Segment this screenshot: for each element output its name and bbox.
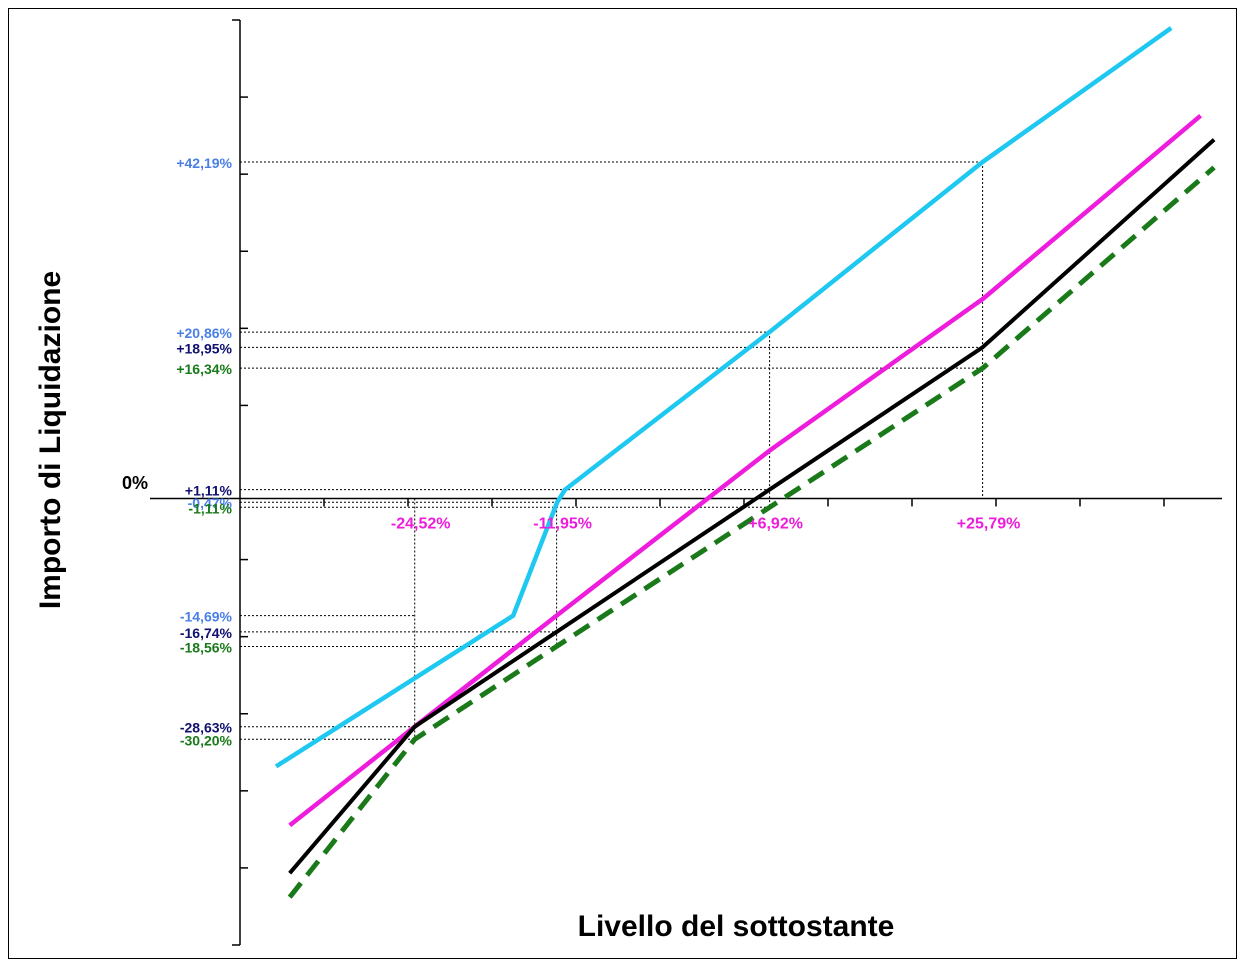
y-annotation-label: +18,95% bbox=[176, 340, 232, 356]
x-annotation-label: +25,79% bbox=[957, 515, 1021, 532]
series-line-2 bbox=[288, 113, 1203, 828]
y-annotation-label: +16,34% bbox=[176, 361, 232, 377]
chart-frame bbox=[8, 8, 1237, 959]
x-annotation-label: -24,52% bbox=[391, 515, 451, 532]
annotation-labels: +42,19% +20,86%+18,95% +16,34% +1,11%-0,47%… bbox=[176, 155, 1020, 748]
y-annotation-label: -1,11% bbox=[188, 500, 232, 516]
axes bbox=[150, 19, 1222, 946]
series-line-3 bbox=[288, 138, 1216, 875]
y-annotation-label: +1,11% bbox=[185, 483, 233, 499]
x-axis-title: Livello del sottostante bbox=[578, 910, 895, 943]
series-line-4 bbox=[287, 165, 1216, 899]
series-line-1 bbox=[274, 26, 1173, 769]
y-axis-title: Importo di Liquidazione bbox=[34, 271, 67, 609]
y-annotation-label: +42,19% bbox=[176, 155, 232, 171]
x-annotation-label: +6,92% bbox=[748, 515, 803, 532]
zero-label: 0% bbox=[122, 473, 148, 493]
y-annotation-label: -0,47% bbox=[188, 495, 233, 511]
series-layer bbox=[274, 26, 1216, 899]
y-annotation-label: -30,20% bbox=[180, 732, 233, 748]
y-annotation-label: -14,69% bbox=[180, 609, 233, 625]
x-annotation-label: -11,95% bbox=[533, 515, 592, 532]
reference-lines bbox=[240, 161, 984, 740]
y-annotation-label: -18,56% bbox=[180, 639, 233, 655]
y-annotation-label: -16,74% bbox=[180, 625, 233, 641]
y-annotation-label: +20,86% bbox=[176, 325, 232, 341]
y-annotation-label: -28,63% bbox=[180, 720, 233, 736]
